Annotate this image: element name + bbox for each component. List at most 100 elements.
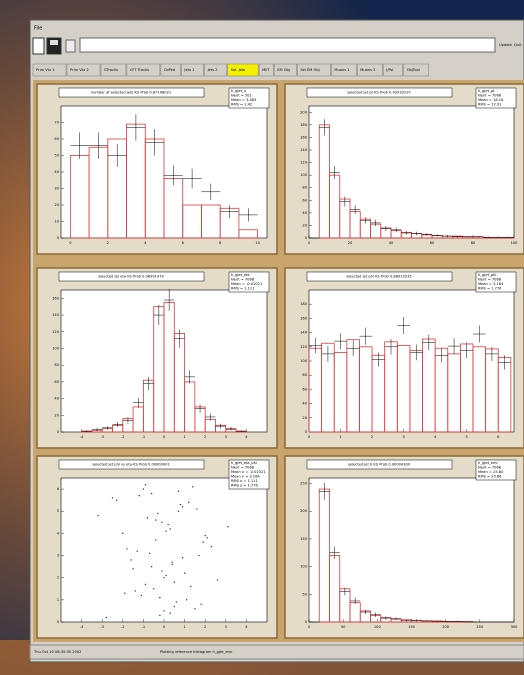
- x-tick-label: -1: [142, 625, 146, 629]
- scatter-point: [134, 590, 135, 591]
- scatter-point: [161, 570, 162, 571]
- y-tick-label: 80: [302, 373, 307, 377]
- tab-label[interactable]: Sel. Jets: [231, 68, 245, 72]
- scatter-point: [200, 604, 201, 605]
- y-tick-label: 20: [302, 416, 307, 420]
- y-tick-label: 50: [302, 592, 307, 596]
- scatter-point: [167, 524, 168, 525]
- stats-line: h_gjet_eta_phi: [231, 461, 257, 465]
- x-tick-label: -1: [142, 435, 146, 439]
- x-tick-label: 10: [255, 241, 260, 245]
- stats-line: h_gjet_pt: [478, 89, 495, 93]
- x-tick-label: 100: [374, 625, 382, 629]
- y-tick-label: 40: [54, 397, 59, 401]
- tool-icon[interactable]: [66, 40, 75, 52]
- histogram-panel: selected jet pt KS Prob 0.92933197 h_gjet…: [285, 84, 524, 254]
- x-tick-label: 300: [511, 625, 519, 629]
- y-tick-label: 80: [54, 363, 59, 367]
- tab-label[interactable]: J/Psi: [385, 68, 393, 72]
- chart-title: selected jet phi vs eta KS Prob 0.000000…: [92, 463, 170, 467]
- x-tick-label: 60: [430, 241, 435, 245]
- update-button[interactable]: Update: [499, 43, 513, 47]
- tab-label[interactable]: MET: [262, 68, 270, 72]
- scatter-point: [165, 575, 166, 576]
- scatter-point: [169, 612, 170, 613]
- scatter-point: [126, 548, 127, 549]
- scatter-point: [130, 559, 131, 560]
- y-tick-label: 120: [52, 330, 60, 334]
- y-tick-label: 60: [54, 380, 59, 384]
- stats-line: RMS = 1.42: [231, 103, 252, 107]
- tab-label[interactable]: EM Obj: [277, 68, 290, 72]
- y-tick-label: 3: [57, 554, 59, 558]
- scatter-point: [174, 606, 175, 607]
- scatter-point: [141, 595, 142, 596]
- tab-label[interactable]: CFT Tracks: [130, 68, 149, 72]
- scatter-point: [180, 504, 181, 505]
- tab-label[interactable]: Sel EM Obj: [300, 68, 319, 72]
- stats-line: Mean = -0.01021: [231, 282, 262, 286]
- status-left: Thu Oct 10 08:35:30 2002: [33, 650, 81, 654]
- plot-area: [61, 478, 267, 622]
- text-field[interactable]: [80, 38, 495, 52]
- x-tick-label: 2: [107, 241, 109, 245]
- quit-button[interactable]: Quit: [514, 43, 522, 47]
- scatter-point: [165, 530, 166, 531]
- y-tick-label: 40: [302, 402, 307, 406]
- chart-title: selected jet phi KS Prob 0.88919235: [346, 275, 411, 279]
- x-tick-label: 200: [442, 625, 450, 629]
- tab-label[interactable]: ObjTool: [407, 68, 420, 72]
- tab-label[interactable]: CbPed: [164, 68, 175, 72]
- chart-title: selected jet pt KS Prob 0.92933197: [347, 91, 411, 95]
- x-tick-label: -3: [100, 625, 104, 629]
- scatter-point: [227, 526, 228, 527]
- tab-label[interactable]: Muons 2: [360, 68, 375, 72]
- scatter-point: [155, 519, 156, 520]
- y-tick-label: 120: [300, 345, 308, 349]
- scatter-point: [124, 593, 125, 594]
- scatter-point: [106, 617, 107, 618]
- x-tick-label: 1: [183, 625, 185, 629]
- scatter-point: [159, 597, 160, 598]
- stats-line: RMS = 1.111: [231, 287, 254, 291]
- scatter-point: [186, 599, 187, 600]
- y-tick-label: 200: [300, 509, 308, 513]
- scatter-point: [182, 557, 183, 558]
- x-tick-label: -3: [100, 435, 104, 439]
- scatter-point: [137, 550, 138, 551]
- scatter-point: [178, 491, 179, 492]
- y-tick-label: 20: [54, 203, 59, 207]
- tab-label[interactable]: Jets 1: [183, 68, 194, 72]
- y-tick-label: 160: [300, 316, 308, 320]
- scatter-point: [145, 584, 146, 585]
- scatter-point: [198, 555, 199, 556]
- save-icon-label: [50, 40, 58, 45]
- stats-line: RMS = 1.776: [478, 287, 502, 291]
- menu-file[interactable]: File: [34, 26, 42, 32]
- tab-label[interactable]: Prim Vtx 1: [36, 68, 55, 72]
- y-tick-label: 100: [300, 359, 308, 363]
- stats-line: RMS y = 1.776: [231, 484, 258, 488]
- histogram-panel: selected jet E KS Prob 0.00004300h_gjet_…: [285, 456, 524, 638]
- scatter-point: [163, 610, 164, 611]
- tab-label[interactable]: Muons 1: [334, 68, 349, 72]
- histogram-panel: number of selected jets KS Prob 0.871080…: [37, 84, 277, 254]
- x-tick-label: 40: [389, 241, 394, 245]
- scatter-point: [132, 568, 133, 569]
- y-tick-label: 80: [302, 186, 307, 190]
- stats-line: RMS x = 1.111: [231, 479, 258, 483]
- tab-label[interactable]: GTracks: [104, 68, 118, 72]
- new-icon[interactable]: [33, 38, 44, 54]
- stats-line: h_gjet_emr: [478, 461, 498, 465]
- y-tick-label: 30: [54, 187, 59, 191]
- scatter-point: [202, 542, 203, 543]
- y-tick-label: 140: [52, 313, 60, 317]
- tab-label[interactable]: Jets 2: [207, 68, 218, 72]
- tab-label[interactable]: Prim Vtx 2: [70, 68, 89, 72]
- y-tick-label: 60: [302, 198, 307, 202]
- stats-line: Mean = 25.80: [478, 470, 504, 474]
- histogram-panel: selected jet phi KS Prob 0.88919235h_gje…: [285, 268, 524, 448]
- y-tick-label: 200: [300, 110, 308, 114]
- scatter-point: [211, 546, 212, 547]
- x-tick-label: -2: [121, 625, 125, 629]
